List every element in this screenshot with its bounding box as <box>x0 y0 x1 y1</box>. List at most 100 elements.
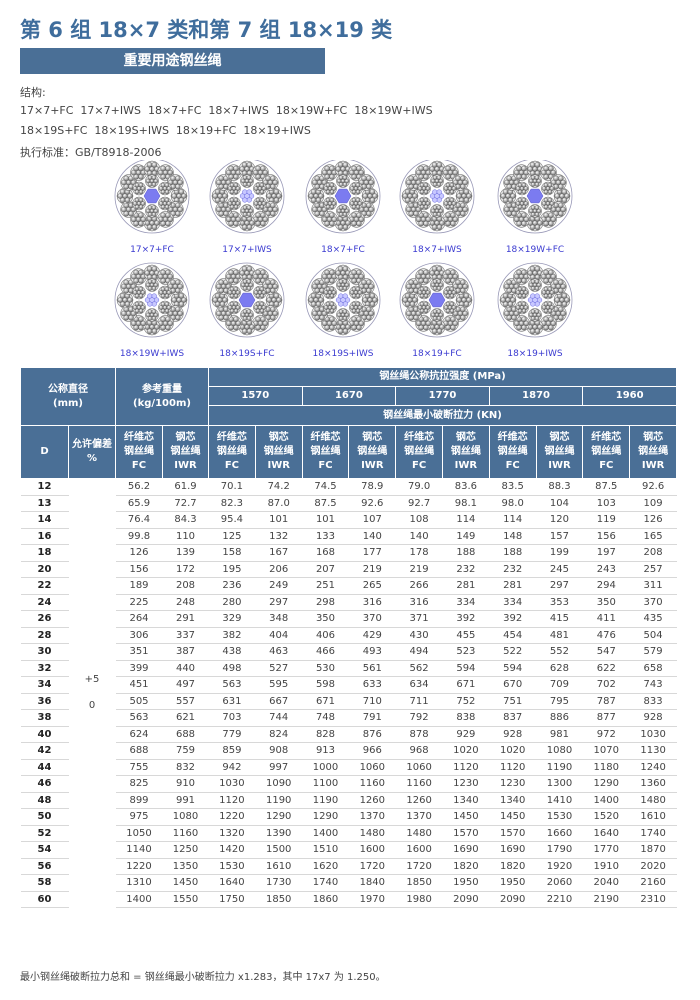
wire <box>329 286 335 292</box>
wire <box>123 210 129 217</box>
value-cell: 476 <box>582 627 630 644</box>
wire <box>233 165 239 172</box>
header-cell: 1670 <box>301 386 397 406</box>
wire <box>502 197 509 203</box>
wire <box>432 286 438 291</box>
wire <box>325 308 331 314</box>
value-cell: 1120 <box>489 759 537 776</box>
wire <box>317 283 323 290</box>
wire <box>411 310 417 317</box>
wire <box>327 290 333 295</box>
value-cell: 744 <box>255 709 303 727</box>
wire <box>326 320 333 326</box>
wire <box>149 312 155 318</box>
wire <box>457 206 463 213</box>
value-cell: 353 <box>536 594 583 611</box>
wire <box>147 286 153 291</box>
data-row: 22 189 208 236 249 251 265 266 281 281 297 294 311 <box>20 577 677 595</box>
wire <box>555 283 561 290</box>
value-cell: 156 <box>582 528 630 545</box>
wire <box>460 279 466 286</box>
wire <box>419 204 425 210</box>
value-cell: 1190 <box>255 792 303 809</box>
value-cell: 787 <box>582 693 630 710</box>
value-cell: 1370 <box>395 808 443 826</box>
header-cell: 参考重量 (kg/100m) <box>115 367 209 426</box>
table-head: 公称直径 (mm) 参考重量 (kg/100m) 钢丝绳公称抗拉强度 (MPa) 1570… <box>20 367 678 479</box>
value-cell: 2160 <box>629 874 677 892</box>
wire <box>509 310 515 317</box>
value-cell: 225 <box>115 594 163 611</box>
header-line: FC <box>505 460 520 471</box>
wire <box>506 210 512 217</box>
wire <box>324 324 330 331</box>
value-cell: 189 <box>115 577 163 595</box>
header-line: IWR <box>267 460 290 471</box>
wire <box>353 186 359 191</box>
wire <box>445 293 451 299</box>
value-cell: 84.3 <box>162 511 209 529</box>
value-cell: 249 <box>255 577 303 595</box>
wire <box>244 324 250 330</box>
diagram-label: 18×19+FC <box>412 349 461 359</box>
wire <box>260 165 266 172</box>
wire <box>175 202 181 209</box>
wire <box>547 182 553 188</box>
value-cell: 493 <box>348 643 396 661</box>
value-cell: 429 <box>348 627 396 644</box>
value-cell: 622 <box>582 660 630 677</box>
wire <box>545 320 552 326</box>
diameter-cell: 50 <box>20 808 69 826</box>
wire <box>356 269 362 276</box>
wire <box>162 201 168 206</box>
value-cell: 2020 <box>629 858 677 875</box>
wire <box>445 324 451 331</box>
wire <box>404 301 411 307</box>
value-cell: 1620 <box>302 858 349 875</box>
value-cell: 1190 <box>302 792 349 809</box>
wire <box>218 287 224 294</box>
core-wire <box>530 301 536 307</box>
header-row: 钢丝绳最小破断拉力 (KN) <box>21 405 678 426</box>
value-cell: 494 <box>395 643 443 661</box>
wire <box>314 183 320 190</box>
value-cell: 2190 <box>582 891 630 908</box>
core-wire <box>436 189 442 195</box>
wire <box>136 201 142 206</box>
value-cell: 232 <box>489 561 537 578</box>
header-line: FC <box>318 460 333 471</box>
wire <box>505 297 511 303</box>
value-cell: 1770 <box>582 841 630 859</box>
wire <box>419 189 425 195</box>
data-row: 60 1400 1550 1750 1850 1860 1970 1980 2090 2090 22… <box>20 891 677 908</box>
wire <box>532 178 538 184</box>
wire <box>423 316 429 322</box>
wire <box>421 186 427 191</box>
value-cell: 1220 <box>208 808 256 826</box>
wire <box>259 286 265 292</box>
wire <box>242 316 248 321</box>
wire <box>133 278 139 284</box>
core-wire <box>342 293 348 299</box>
data-row: 24 225 248 280 297 298 316 316 334 334 353 350 370 <box>20 594 677 611</box>
data-row: 12 +5 0 56.2 61.9 70.1 74.2 74.5 78.9 79.0 83.6 83.… <box>20 478 677 711</box>
value-cell: 1120 <box>442 759 490 776</box>
wire <box>244 208 250 214</box>
wire <box>543 220 549 227</box>
value-cell: 1530 <box>208 858 256 875</box>
header-cell: D <box>20 425 69 479</box>
wire <box>421 201 427 206</box>
wire <box>353 305 359 310</box>
wire <box>246 175 252 180</box>
value-cell: 910 <box>162 775 209 793</box>
wire <box>221 179 227 186</box>
wire <box>244 166 250 172</box>
value-cell: 522 <box>489 643 537 661</box>
wire <box>461 193 467 199</box>
wire <box>421 290 427 295</box>
value-cell: 78.9 <box>348 478 396 496</box>
value-cell: 1080 <box>162 808 209 826</box>
wire <box>136 305 142 310</box>
wire <box>160 174 166 180</box>
